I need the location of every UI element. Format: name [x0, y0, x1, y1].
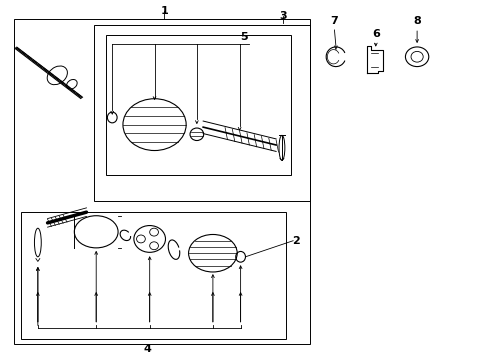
Text: 1: 1 — [160, 6, 168, 17]
Text: 8: 8 — [412, 16, 420, 26]
Text: 2: 2 — [291, 236, 299, 246]
Bar — [94, 24, 309, 202]
Text: 7: 7 — [330, 16, 338, 26]
Bar — [14, 19, 309, 344]
Text: 5: 5 — [240, 32, 248, 42]
Bar — [21, 212, 285, 339]
Bar — [106, 35, 290, 175]
Text: 3: 3 — [279, 12, 286, 21]
Text: 4: 4 — [143, 343, 151, 354]
Text: 6: 6 — [371, 28, 379, 39]
